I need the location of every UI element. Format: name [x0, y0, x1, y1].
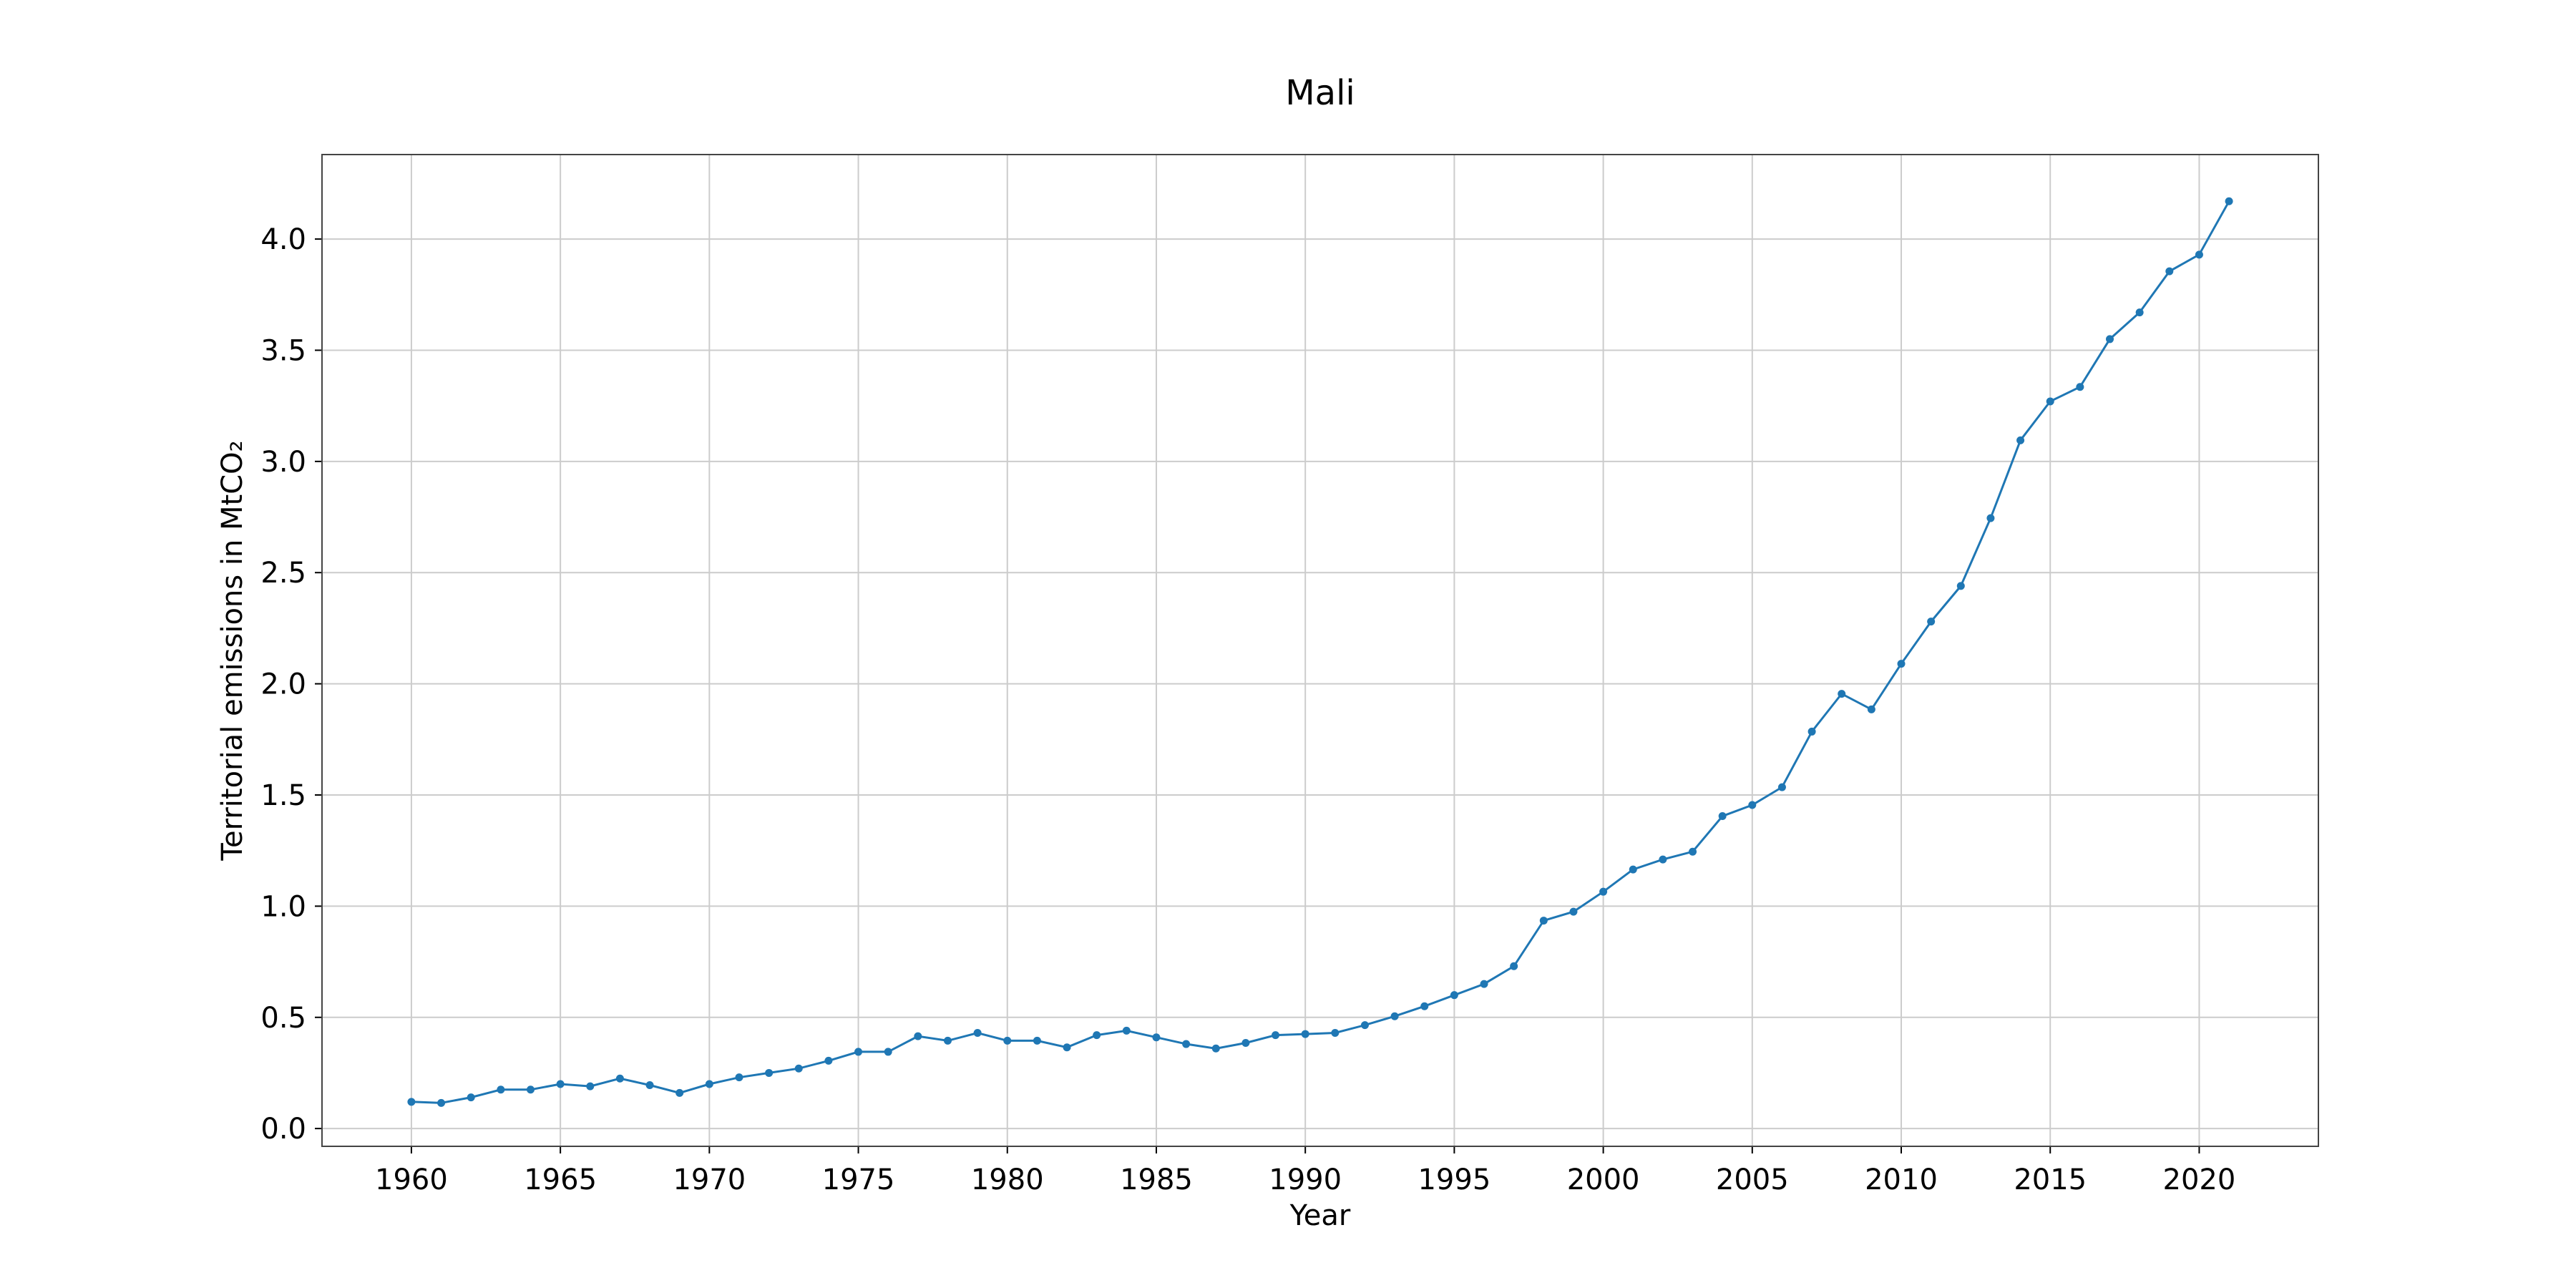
data-point: [1241, 1038, 1250, 1047]
data-point: [1331, 1029, 1340, 1038]
data-point: [1450, 991, 1458, 1000]
x-tick-label: 1965: [524, 1163, 597, 1196]
data-point: [794, 1064, 803, 1073]
y-tick-label: 3.0: [260, 446, 306, 479]
data-point: [1807, 727, 1816, 736]
data-point: [586, 1082, 595, 1091]
x-tick-label: 1980: [971, 1163, 1044, 1196]
data-point: [1838, 690, 1846, 698]
x-tick-label: 1960: [375, 1163, 448, 1196]
y-axis-label: Territorial emissions in MtCO₂: [216, 440, 249, 861]
data-point: [615, 1074, 624, 1083]
data-point: [1122, 1026, 1131, 1035]
data-point: [1390, 1012, 1399, 1020]
x-tick-label: 1985: [1120, 1163, 1193, 1196]
x-tick-label: 1975: [822, 1163, 895, 1196]
data-point: [705, 1080, 713, 1088]
data-point: [1272, 1031, 1280, 1040]
y-tick-label: 0.0: [260, 1113, 306, 1146]
data-point: [2046, 397, 2054, 406]
data-point: [735, 1073, 743, 1082]
data-point: [973, 1029, 982, 1038]
grid-lines: [322, 155, 2318, 1146]
data-point: [765, 1068, 774, 1077]
data-point: [1539, 917, 1548, 925]
x-tick-label: 2015: [2014, 1163, 2087, 1196]
x-tick-labels: 1960 1965 1970 1975 1980 1985 1990 1995 2000 2005…: [375, 1163, 2235, 1196]
data-point: [1986, 514, 1995, 522]
data-point: [556, 1080, 565, 1088]
data-point: [2165, 267, 2174, 275]
data-point: [2106, 335, 2114, 343]
x-tick-label: 2005: [1716, 1163, 1789, 1196]
plot-frame: [321, 154, 2319, 1147]
y-tick-label: 2.0: [260, 668, 306, 701]
data-point: [1718, 812, 1727, 821]
data-point: [1569, 907, 1578, 916]
data-point: [1927, 618, 1936, 626]
data-point: [1093, 1031, 1101, 1040]
data-point: [1152, 1033, 1161, 1042]
data-point: [675, 1088, 684, 1097]
x-tick-label: 1990: [1269, 1163, 1342, 1196]
data-point: [914, 1032, 922, 1040]
x-axis-label: Year: [1289, 1199, 1351, 1232]
y-tick-labels: 0.0 0.5 1.0 1.5 2.0 2.5 3.0 3.5 4.0: [260, 223, 306, 1146]
data-point: [437, 1098, 446, 1107]
data-point: [1211, 1044, 1220, 1053]
data-point: [1897, 660, 1906, 668]
data-point: [854, 1048, 863, 1056]
data-point: [1003, 1036, 1012, 1045]
data-point: [1420, 1002, 1429, 1010]
y-tick-label: 2.5: [260, 557, 306, 590]
data-point: [2225, 197, 2233, 205]
data-point: [884, 1048, 892, 1056]
data-point: [467, 1093, 475, 1102]
data-point: [526, 1085, 535, 1094]
data-point: [497, 1085, 505, 1094]
data-point: [1748, 801, 1757, 809]
chart-title: Mali: [1285, 73, 1355, 113]
data-point: [2016, 436, 2025, 444]
axis-ticks: [315, 238, 2200, 1153]
data-point: [1659, 855, 1667, 864]
data-point: [645, 1081, 654, 1090]
y-tick-label: 3.5: [260, 334, 306, 367]
x-tick-label: 1970: [673, 1163, 746, 1196]
data-point: [2076, 383, 2084, 391]
x-tick-label: 1995: [1418, 1163, 1491, 1196]
data-point: [943, 1036, 952, 1045]
data-point: [1629, 865, 1637, 874]
data-point: [1956, 582, 1965, 590]
series-line: [411, 200, 2230, 1104]
data-point: [1033, 1036, 1041, 1045]
data-point: [1480, 980, 1488, 988]
data-point: [1360, 1021, 1369, 1030]
y-tick-label: 0.5: [260, 1002, 306, 1035]
data-point: [1777, 783, 1786, 791]
data-point: [1301, 1030, 1309, 1038]
data-point: [1867, 705, 1875, 713]
x-tick-label: 2000: [1567, 1163, 1640, 1196]
y-tick-label: 1.5: [260, 779, 306, 812]
data-point: [824, 1056, 833, 1065]
data-point: [2195, 250, 2203, 259]
data-point: [407, 1098, 416, 1106]
data-point: [1510, 962, 1518, 970]
y-tick-label: 1.0: [260, 890, 306, 923]
x-tick-label: 2020: [2163, 1163, 2236, 1196]
data-point: [1599, 887, 1608, 896]
data-point: [1182, 1040, 1191, 1048]
data-series: [407, 197, 2233, 1107]
data-point: [1063, 1043, 1071, 1052]
y-tick-label: 4.0: [260, 223, 306, 256]
data-point: [1689, 847, 1697, 856]
data-point: [2135, 308, 2144, 317]
x-tick-label: 2010: [1865, 1163, 1938, 1196]
